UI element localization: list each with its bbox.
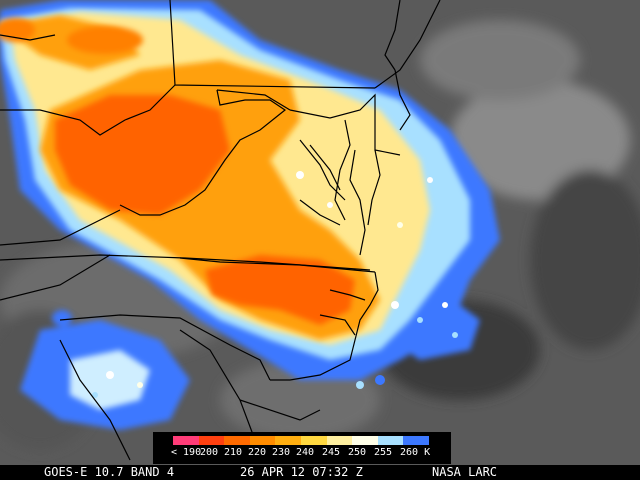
datetime-label: 26 APR 12 07:32 Z: [240, 465, 363, 479]
legend-tick: 200: [200, 447, 219, 458]
legend-tick-labels: < 190 200 210 220 230 240 245 250 255 26…: [153, 447, 451, 461]
legend-color-swatch: [173, 436, 200, 445]
legend-color-swatch: [198, 436, 225, 445]
image-footer: GOES-E 10.7 BAND 4 26 APR 12 07:32 Z NAS…: [0, 465, 640, 480]
cloud-red-core: [0, 18, 355, 325]
convective-cells: [92, 171, 458, 398]
legend-tick: 250: [348, 447, 367, 458]
legend-color-swatch: [352, 436, 379, 445]
legend-color-swatch: [326, 436, 353, 445]
legend-tick: 240: [296, 447, 315, 458]
legend-color-swatch: [301, 436, 328, 445]
legend-colorbar: [173, 436, 430, 445]
legend-color-swatch: [249, 436, 276, 445]
legend-color-swatch: [275, 436, 302, 445]
legend-tick: 245: [322, 447, 341, 458]
legend-tick: 220: [248, 447, 267, 458]
political-borders: [0, 0, 441, 461]
satellite-label: GOES-E 10.7 BAND 4: [44, 465, 175, 479]
legend-tick: 210: [224, 447, 243, 458]
legend-tick: 230: [272, 447, 291, 458]
legend-tick: < 190: [171, 447, 202, 458]
credit-label: NASA LARC: [432, 465, 498, 479]
legend-tick: 255: [374, 447, 393, 458]
legend-color-swatch: [224, 436, 251, 445]
legend-color-swatch: [377, 436, 404, 445]
legend-color-swatch: [403, 436, 430, 445]
legend-tick: 260 K: [400, 447, 431, 458]
color-legend: < 190 200 210 220 230 240 245 250 255 26…: [153, 432, 451, 464]
